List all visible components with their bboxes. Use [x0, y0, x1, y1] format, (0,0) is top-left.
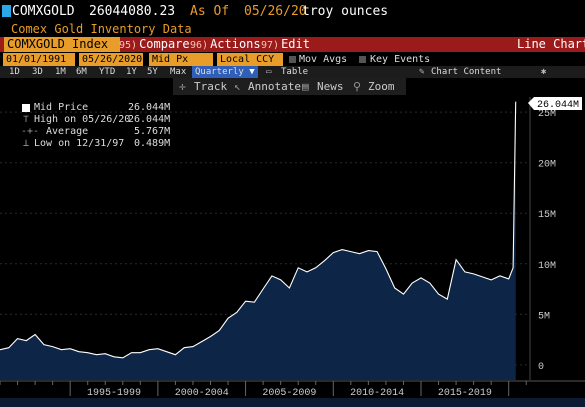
period-max[interactable]: Max	[170, 67, 187, 77]
low-marker-icon: ⊥	[23, 138, 30, 149]
legend-avg-label: Average	[46, 126, 89, 137]
mov-avgs-checkbox[interactable]	[289, 56, 296, 63]
frequency-label: Quarterly	[195, 67, 244, 77]
currency-select[interactable]: Local CCY	[217, 53, 283, 66]
status-bar	[0, 398, 585, 407]
price-field-select[interactable]: Mid Px	[149, 53, 213, 66]
period-6m[interactable]: 6M	[76, 67, 87, 77]
x-tick-label: 2000-2004	[175, 388, 229, 399]
legend-mid-value: 26.044M	[128, 102, 171, 113]
period-1d[interactable]: 1D	[9, 67, 20, 77]
period-ytd[interactable]: YTD	[99, 67, 116, 77]
period-5y[interactable]: 5Y	[147, 67, 158, 77]
compare-label: Compare	[139, 37, 190, 51]
edit-button[interactable]: 97) Edit	[261, 37, 310, 52]
frequency-select[interactable]: Quarterly ▼	[192, 66, 258, 78]
y-tick-label: 15M	[538, 210, 556, 221]
period-3d[interactable]: 3D	[32, 67, 43, 77]
last-value-marker: 26.044M	[528, 97, 582, 111]
description: Comex Gold Inventory Data	[11, 22, 192, 36]
last-value-text: 26.044M	[537, 100, 579, 111]
key-events-label: Key Events	[370, 54, 431, 65]
news-icon[interactable]: ▤	[302, 80, 309, 93]
cursor-icon	[2, 5, 11, 17]
chart-toolbar: ✛ Track ↖ Annotate ▤ News ⚲ Zoom	[173, 78, 406, 95]
y-axis: 0 5M 10M 15M 20M 25M	[529, 97, 556, 380]
period-1m[interactable]: 1M	[55, 67, 66, 77]
x-tick-label: 1995-1999	[87, 388, 141, 399]
legend-avg-value: 5.767M	[134, 126, 171, 137]
ticker-symbol[interactable]: COMXGOLD	[12, 4, 75, 19]
table-view-icon[interactable]: ▭	[266, 67, 272, 77]
x-tick-label: 2010-2014	[350, 388, 404, 399]
index-label[interactable]: COMXGOLD Index	[4, 37, 121, 52]
mov-avgs-label: Mov Avgs	[299, 54, 348, 65]
last-value: 26044080.23	[89, 4, 176, 19]
y-tick-label: 0	[538, 362, 544, 373]
high-marker-icon: ⊤	[23, 114, 30, 125]
legend-high: ⊤ High on 05/26/20 26.044M	[10, 114, 172, 126]
legend-mid[interactable]: Mid Price 26.044M	[10, 102, 172, 114]
annotate-button[interactable]: Annotate	[248, 80, 301, 93]
zoom-icon[interactable]: ⚲	[353, 80, 362, 93]
period-1y[interactable]: 1Y	[126, 67, 137, 77]
news-button[interactable]: News	[317, 80, 344, 93]
menu-bar: COMXGOLD Index 95) Compare 96) Actions 97)…	[0, 37, 585, 52]
legend-low-value: 0.489M	[134, 138, 171, 149]
x-tick-label: 2005-2009	[262, 388, 316, 399]
gear-icon[interactable]: ✱	[541, 67, 547, 77]
table-view-label[interactable]: Table	[281, 67, 309, 77]
controls-bar: 01/01/1991 05/26/2020 Mid Px Local CCY M…	[0, 53, 585, 66]
edit-label: Edit	[281, 37, 310, 51]
legend-low-label: Low on 12/31/97	[34, 138, 125, 149]
track-button[interactable]: Track	[194, 80, 228, 93]
x-axis: 1995-1999 2000-2004 2005-2009 2010-2014 2015…	[0, 380, 585, 399]
as-of-date: 05/26/20	[244, 4, 307, 19]
compare-num: 95)	[119, 40, 138, 51]
mid-swatch-icon	[22, 104, 30, 112]
legend-low: ⊥ Low on 12/31/97 0.489M	[10, 138, 172, 150]
legend-high-label: High on 05/26/20	[34, 114, 131, 125]
series-area	[0, 101, 516, 380]
start-date-field[interactable]: 01/01/1991	[3, 53, 75, 66]
header-bar: COMXGOLD 26044080.23 As Of 05/26/20 troy…	[0, 0, 585, 22]
series-line	[0, 101, 517, 359]
edit-pencil-icon[interactable]: ✎	[419, 67, 425, 77]
average-marker-icon: -+-	[21, 126, 40, 137]
edit-num: 97)	[261, 40, 280, 51]
x-tick-label: 2015-2019	[438, 388, 492, 399]
key-events-checkbox[interactable]	[359, 56, 366, 63]
legend-high-value: 26.044M	[128, 114, 171, 125]
as-of-label: As Of	[190, 4, 230, 19]
end-date-field[interactable]: 05/26/2020	[79, 53, 143, 66]
units-label: troy ounces	[302, 4, 389, 19]
actions-button[interactable]: 96) Actions	[190, 37, 261, 52]
legend-panel: Mid Price 26.044M ⊤ High on 05/26/20 26.…	[10, 102, 172, 150]
chart-type-button[interactable]: Line Chart	[517, 37, 585, 51]
actions-label: Actions	[210, 37, 261, 51]
chart-content-label[interactable]: Chart Content	[431, 67, 502, 77]
annotate-icon[interactable]: ↖	[234, 80, 241, 93]
y-tick-label: 5M	[538, 311, 550, 322]
crosshair-icon[interactable]: ✛	[179, 80, 186, 93]
period-bar: 1D 3D 1M 6M YTD 1Y 5Y Max Quarterly ▼ ▭ …	[0, 66, 585, 78]
actions-num: 96)	[190, 40, 209, 51]
y-tick-label: 10M	[538, 261, 556, 272]
y-tick-label: 20M	[538, 160, 556, 171]
zoom-button[interactable]: Zoom	[368, 80, 395, 93]
legend-mid-label: Mid Price	[34, 102, 89, 113]
compare-button[interactable]: 95) Compare	[119, 37, 190, 52]
legend-average: -+- Average 5.767M	[10, 126, 172, 138]
y-tick-label: 25M	[538, 109, 556, 120]
